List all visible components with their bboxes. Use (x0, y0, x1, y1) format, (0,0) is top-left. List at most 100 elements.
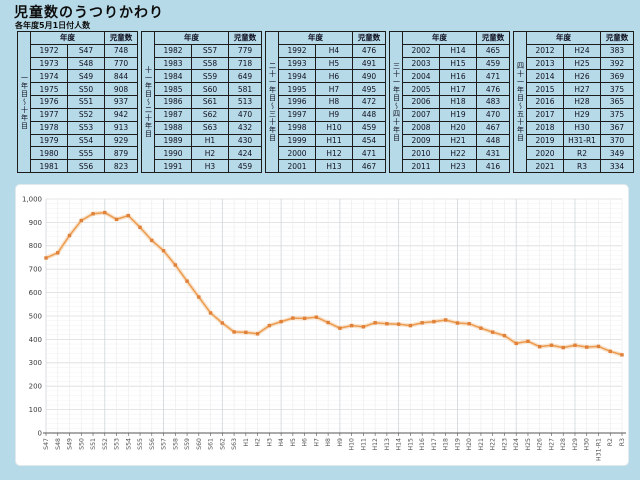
era-cell: H21 (439, 133, 477, 148)
count-cell: 349 (600, 146, 634, 161)
x-tick-label: H25 (525, 438, 532, 451)
era-cell: S50 (67, 82, 105, 97)
children-count-table: 四十一年目～五十年目 年度 児童数 2012 H24 383 2013 H25 392 2014 H… (513, 31, 634, 173)
x-tick-label: H17 (431, 438, 438, 451)
x-tick-label: H23 (501, 438, 508, 451)
count-cell: 383 (600, 43, 634, 58)
x-tick-label: S52 (102, 438, 109, 450)
table-row: 1981 S56 823 (18, 159, 138, 173)
data-point-marker (326, 320, 330, 325)
table-row: 1975 S50 908 (18, 82, 138, 97)
count-cell: 472 (352, 95, 386, 109)
table-row: 1980 S55 879 (18, 146, 138, 161)
count-cell: 467 (352, 159, 386, 173)
table-row: 2016 H28 365 (514, 95, 634, 109)
col-header-count: 児童数 (476, 31, 510, 45)
data-point-marker (220, 321, 225, 325)
era-cell: S57 (191, 43, 229, 58)
data-point-marker (114, 217, 119, 222)
table-row: 2011 H23 416 (390, 159, 510, 173)
table-row: 1992 H4 476 (266, 43, 386, 58)
data-point-marker (561, 345, 565, 350)
year-cell: 2021 (526, 159, 564, 173)
table-row: 1990 H2 424 (142, 146, 262, 161)
page-subtitle: 各年度5月1日付人数 (15, 21, 91, 30)
data-point-marker (420, 321, 424, 325)
table-row: 2001 H13 467 (266, 159, 386, 173)
year-cell: 1986 (154, 95, 192, 109)
year-cell: 2018 (526, 120, 564, 135)
era-cell: H18 (439, 95, 477, 109)
table-row: 2005 H17 476 (390, 82, 510, 97)
count-cell: 369 (600, 69, 634, 84)
children-count-table: 三十一年目～四十年目 年度 児童数 2002 H14 465 2003 H15 459 2004 H… (389, 31, 510, 173)
data-point-marker (490, 330, 495, 334)
data-point-marker (443, 318, 448, 322)
x-tick-label: H7 (313, 438, 320, 447)
era-cell: H15 (439, 56, 477, 71)
table-row: 2009 H21 448 (390, 133, 510, 148)
count-cell: 937 (104, 95, 138, 109)
y-tick-label: 400 (29, 336, 42, 344)
data-point-marker (244, 330, 248, 335)
col-header-count: 児童数 (600, 31, 634, 45)
data-point-marker (549, 343, 554, 347)
data-point-marker (396, 322, 401, 326)
era-cell: S47 (67, 43, 105, 58)
era-cell: H11 (315, 133, 353, 148)
count-cell: 491 (352, 56, 386, 71)
table-row: 1997 H9 448 (266, 107, 386, 122)
data-point-marker (585, 345, 589, 349)
era-cell: H25 (563, 56, 601, 71)
count-cell: 367 (600, 120, 634, 135)
year-cell: 2013 (526, 56, 564, 71)
year-cell: 1984 (154, 69, 192, 84)
data-point-marker (291, 316, 295, 320)
year-cell: 2012 (526, 43, 564, 58)
x-tick-label: H28 (560, 438, 567, 451)
count-cell: 448 (352, 107, 386, 122)
year-cell: 1981 (30, 159, 68, 173)
period-label: 一年目～十年目 (17, 31, 31, 173)
era-cell: H26 (563, 69, 601, 84)
era-cell: H24 (563, 43, 601, 58)
y-tick-label: 300 (29, 359, 42, 367)
y-tick-label: 0 (38, 429, 42, 437)
col-header-year: 年度 (154, 31, 229, 45)
count-cell: 334 (600, 159, 634, 173)
x-tick-label: S61 (208, 438, 215, 450)
data-point-marker (56, 251, 60, 255)
count-cell: 581 (228, 82, 262, 97)
data-point-marker (208, 311, 213, 315)
table-row: 1978 S53 913 (18, 120, 138, 135)
era-cell: H3 (191, 159, 229, 173)
data-point-marker (349, 323, 354, 328)
era-cell: S58 (191, 56, 229, 71)
x-tick-label: H8 (325, 438, 332, 447)
year-cell: 2006 (402, 95, 440, 109)
era-cell: H22 (439, 146, 477, 161)
year-cell: 2007 (402, 107, 440, 122)
table-row: 1994 H6 490 (266, 69, 386, 84)
children-count-table: 一年目～十年目 年度 児童数 1972 S47 748 1973 S48 770 1974 S49 8… (17, 31, 138, 173)
table-row: 2004 H16 471 (390, 69, 510, 84)
data-point-marker (103, 210, 107, 215)
year-cell: 2005 (402, 82, 440, 97)
y-tick-label: 100 (29, 406, 42, 414)
data-point-marker (467, 322, 471, 326)
table-row: 1979 S54 929 (18, 133, 138, 148)
era-cell: S60 (191, 82, 229, 97)
era-cell: H29 (563, 107, 601, 122)
data-point-marker (279, 319, 283, 324)
count-cell: 823 (104, 159, 138, 173)
era-cell: H14 (439, 43, 477, 58)
year-cell: 1989 (154, 133, 192, 148)
era-cell: H10 (315, 120, 353, 135)
table-row: 1988 S63 432 (142, 120, 262, 135)
x-tick-label: H1 (243, 438, 250, 447)
data-point-marker (197, 295, 201, 299)
table-row: 2014 H26 369 (514, 69, 634, 84)
x-tick-label: S51 (90, 438, 97, 450)
count-cell: 495 (352, 82, 386, 97)
count-cell: 448 (476, 133, 510, 148)
